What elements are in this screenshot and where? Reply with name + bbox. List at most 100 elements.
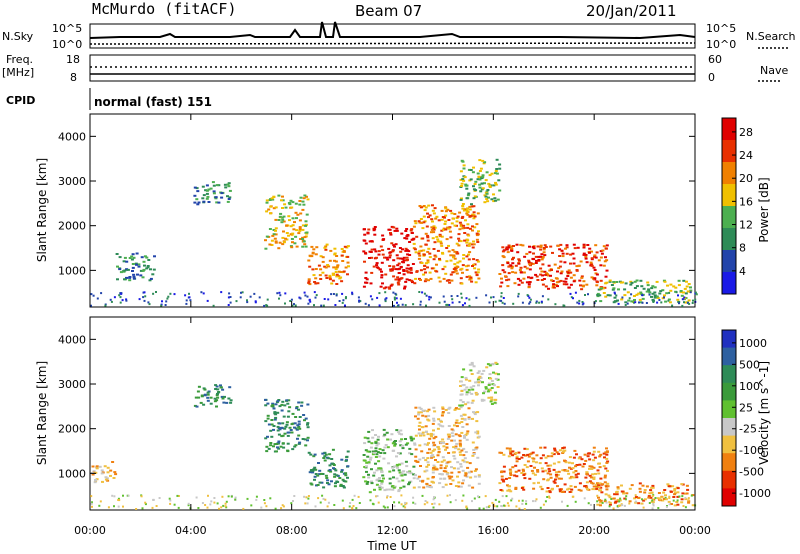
echo-cell [397,490,401,493]
echo-cell [431,237,435,240]
echo-cell [367,461,371,464]
echo-cell [209,503,212,506]
echo-cell [556,485,559,488]
echo-cell [409,268,413,271]
echo-cell [392,469,396,472]
echo-cell [465,212,469,215]
echo-cell [384,300,387,303]
echo-cell [462,479,465,482]
echo-cell [269,444,273,447]
echo-cell [562,450,566,453]
echo-cell [576,301,579,304]
echo-cell [433,207,437,210]
echo-cell [476,378,480,381]
echo-cell [468,391,471,394]
echo-cell [539,506,542,509]
echo-cell [694,298,697,301]
echo-cell [419,434,422,437]
echo-cell [638,482,642,485]
echo-cell [212,304,215,307]
colorbar-swatch [722,250,736,273]
echo-cell [516,251,520,254]
echo-cell [424,232,428,235]
echo-cell [301,236,305,239]
echo-cell [344,304,346,307]
echo-cell [540,488,544,491]
echo-cell [100,469,104,472]
echo-cell [542,251,546,254]
echo-cell [222,401,226,404]
echo-cell [392,259,396,262]
echo-cell [419,411,423,414]
echo-cell [466,213,470,216]
echo-cell [650,287,654,290]
echo-cell [392,476,395,479]
echo-cell [454,421,458,424]
echo-cell [589,261,593,264]
beam-title: Beam 07 [355,2,422,20]
echo-cell [444,207,448,210]
echo-cell [534,255,538,258]
echo-cell [119,296,122,299]
echo-cell [397,304,400,307]
echo-cell [299,196,303,199]
echo-cell [572,297,574,300]
echo-cell [477,384,480,387]
echo-cell [307,280,311,283]
echo-cell [454,447,458,450]
echo-cell [614,500,618,503]
echo-cell [495,168,499,170]
echo-cell [571,476,575,479]
echo-cell [689,291,692,294]
echo-cell [572,262,576,265]
echo-cell [467,416,471,419]
echo-cell [340,280,344,283]
colorbar-tick-label: 25 [739,401,753,414]
echo-cell [650,486,654,489]
echo-cell [423,209,427,212]
echo-cell [333,504,336,506]
echo-cell [563,261,567,264]
echo-cell [287,202,291,204]
echo-cell [475,259,479,262]
echo-cell [555,451,559,454]
echo-cell [502,297,505,299]
echo-cell [396,281,400,284]
echo-cell [503,271,507,274]
echo-cell [363,233,367,236]
echo-cell [277,447,281,450]
echo-cell [393,304,395,307]
echo-cell [597,496,600,499]
echo-cell [278,405,282,408]
echo-cell [691,504,695,507]
echo-cell [347,265,350,268]
echo-cell [114,473,118,476]
echo-cell [305,496,308,499]
echo-cell [578,302,581,305]
echo-cell [131,263,135,265]
echo-cell [461,227,465,230]
echo-cell [462,257,465,260]
echo-cell [624,282,628,285]
echo-cell [417,425,421,427]
echo-cell [480,399,484,402]
echo-cell [517,258,521,261]
echo-cell [487,382,491,385]
echo-cell [400,438,404,441]
echo-cell [460,390,464,392]
colorbar-tick-label: -25 [739,423,757,436]
echo-cell [269,442,273,444]
echo-cell [411,263,415,265]
echo-cell [403,473,407,476]
echo-cell [661,499,665,502]
echo-cell [465,506,468,509]
echo-cell [476,241,480,243]
echo-cell [473,470,477,472]
echo-cell [432,231,436,234]
echo-cell [503,504,505,507]
echo-cell [478,186,482,189]
echo-cell [662,491,666,494]
echo-cell [633,295,636,297]
echo-cell [510,267,514,270]
